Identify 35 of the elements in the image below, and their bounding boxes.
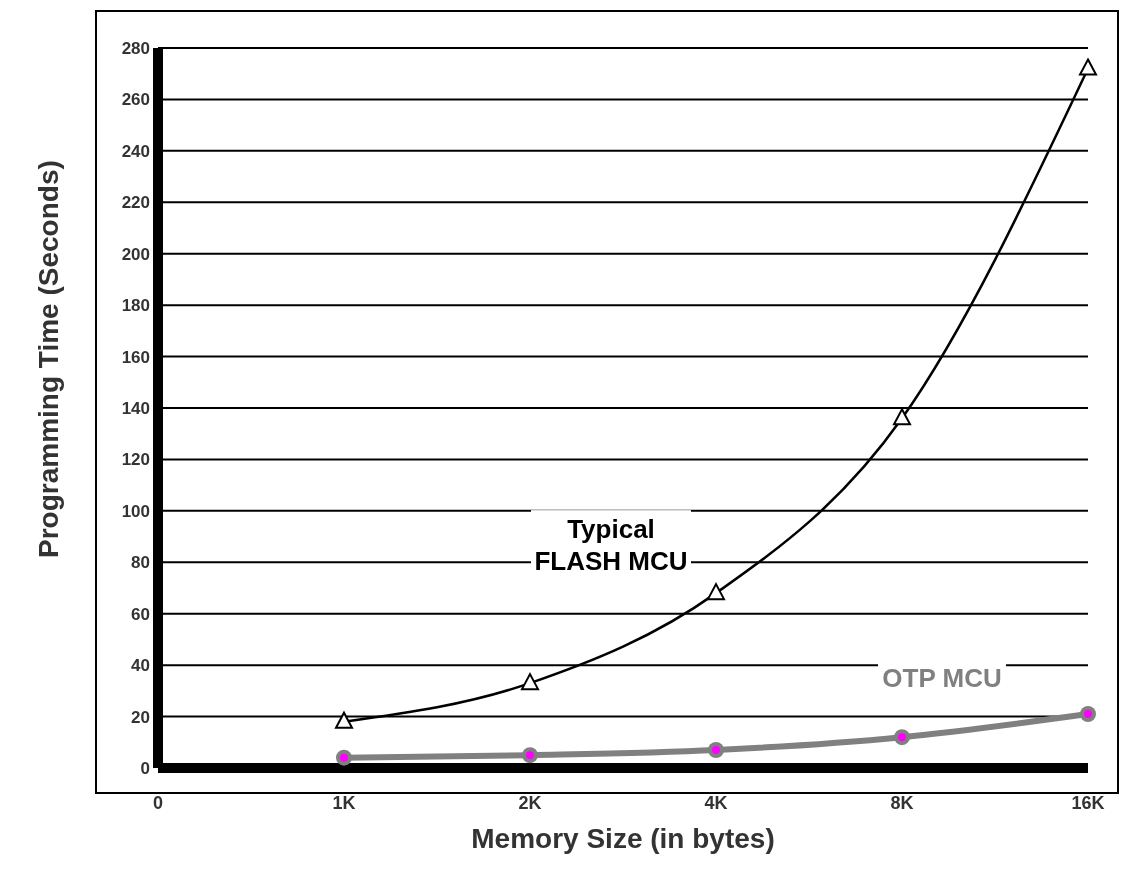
x-tick-label: 1K [332,792,356,813]
y-tick-label: 180 [121,296,150,316]
y-tick-label: 220 [121,193,150,213]
y-tick-label: 160 [121,347,150,367]
y-tick-label: 20 [131,707,150,727]
x-tick-label: 2K [518,792,542,813]
point [1080,706,1096,722]
y-tick-label: 280 [121,39,150,59]
y-axis-title: Programming Time (Seconds) [32,160,64,558]
point [336,749,352,766]
y-tick-label: 240 [121,141,150,161]
point [894,729,910,746]
x-tick-label: 8K [890,792,914,813]
series-label: OTP MCU [882,663,1002,694]
x-tick-label: 4K [704,792,728,813]
y-tick-label: 0 [140,759,150,779]
point [521,673,539,691]
x-axis-title: Memory Size (in bytes) [471,823,775,854]
series-label: Typical FLASH MCU [534,514,688,577]
y-tick-label: 140 [121,399,150,419]
point [707,583,725,601]
y-tick-label: 60 [131,604,150,624]
point [1079,58,1097,76]
point [708,742,724,758]
y-tick-label: 80 [131,553,150,573]
y-tick-label: 120 [121,450,150,470]
x-tick-label: 16K [1071,792,1105,813]
y-tick-label: 40 [131,656,150,676]
y-tick-label: 260 [121,90,150,110]
point [893,408,911,426]
x-tick-label: 0 [152,792,164,813]
y-tick-label: 100 [121,501,150,521]
y-tick-label: 200 [121,244,150,264]
point [335,711,353,729]
point [522,747,538,764]
